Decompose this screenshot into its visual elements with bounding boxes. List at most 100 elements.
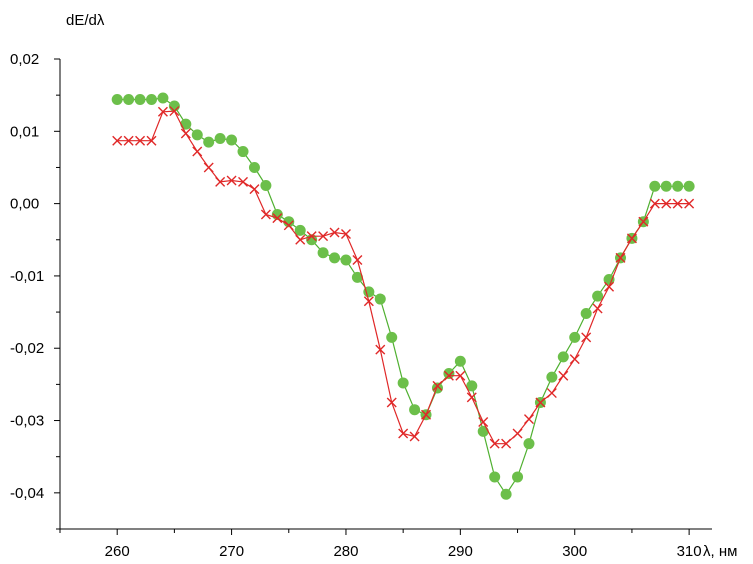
data-point [306,231,317,242]
data-point [329,227,340,238]
series-line [117,110,690,445]
data-point [237,146,249,158]
data-point [501,438,512,449]
x-marker-stroke [558,370,569,381]
data-point [672,180,684,192]
x-marker-stroke [192,146,203,157]
data-point [272,213,283,224]
x-marker-stroke [581,332,592,343]
data-point [557,351,569,363]
x-marker-stroke [112,135,123,146]
data-point [569,354,580,365]
data-point [203,162,214,173]
data-point [546,388,557,399]
x-marker-stroke [398,428,409,439]
x-marker-stroke [626,233,637,244]
x-marker-stroke [203,162,214,173]
data-point [638,216,649,227]
data-point [432,380,443,391]
data-point [683,180,695,192]
data-point [569,331,581,343]
data-point [421,409,432,420]
x-marker-stroke [272,213,283,224]
series-line [117,97,690,496]
y-tick-label: 0,01 [10,123,39,140]
data-point [363,286,375,298]
data-point [626,233,637,244]
data-point [660,180,672,192]
x-marker-stroke [135,135,146,146]
x-marker-stroke [455,370,466,381]
x-marker-stroke [283,220,294,231]
x-marker-stroke [604,281,615,292]
x-marker-stroke [569,354,580,365]
data-point [203,136,215,148]
data-point [112,135,123,146]
plot-area [111,92,695,500]
x-marker-stroke [157,106,168,117]
data-point [340,254,352,266]
x-marker-stroke [249,184,260,195]
data-point [318,231,329,242]
data-point [363,296,374,307]
data-point [386,397,397,408]
data-point [592,290,604,302]
x-marker-stroke [306,231,317,242]
x-marker-stroke [363,296,374,307]
x-marker-stroke [375,344,386,355]
x-marker-stroke [592,303,603,314]
data-point [580,308,592,320]
y-tick-label: -0,04 [10,485,44,502]
data-point [455,370,466,381]
x-marker-stroke [226,175,237,186]
data-point [523,414,534,425]
y-tick-label: -0,01 [10,268,44,285]
x-marker-stroke [684,198,695,209]
data-point [295,234,306,245]
data-point [604,281,615,292]
x-tick-label: 300 [562,543,587,560]
data-point [603,274,615,286]
data-point [260,209,271,220]
data-point [351,271,363,283]
data-point [238,176,249,187]
data-point [684,198,695,209]
y-tick-label: -0,03 [10,413,44,430]
x-marker-stroke [501,438,512,449]
x-marker-stroke [329,227,340,238]
x-tick-label: 310 [677,543,702,560]
x-marker-stroke [535,397,546,408]
data-point [615,252,626,263]
x-marker-stroke [466,392,477,403]
data-point [294,224,306,236]
x-marker-stroke [146,135,157,146]
data-point [672,198,683,209]
data-point [489,471,501,483]
x-marker-stroke [432,380,443,391]
x-marker-stroke [523,414,534,425]
data-point [180,118,192,130]
x-marker-stroke [649,198,660,209]
data-point [546,371,558,383]
data-point [454,355,466,367]
data-point [523,438,535,450]
data-point [169,106,180,117]
y-tick-label: 0,00 [10,196,39,213]
data-point [249,184,260,195]
data-point [443,370,454,381]
x-marker-stroke [489,438,500,449]
data-point [398,428,409,439]
data-point [352,255,363,266]
x-marker-stroke [180,128,191,139]
x-marker-stroke [386,397,397,408]
data-point [283,216,295,228]
data-point [374,293,386,305]
x-tick-label: 290 [448,543,473,560]
data-point [283,220,294,231]
x-marker-stroke [546,388,557,399]
data-point [558,370,569,381]
x-marker-stroke [512,428,523,439]
x-marker-stroke [123,135,134,146]
y-axis-label: dE/dλ [66,12,105,29]
x-marker-stroke [443,370,454,381]
